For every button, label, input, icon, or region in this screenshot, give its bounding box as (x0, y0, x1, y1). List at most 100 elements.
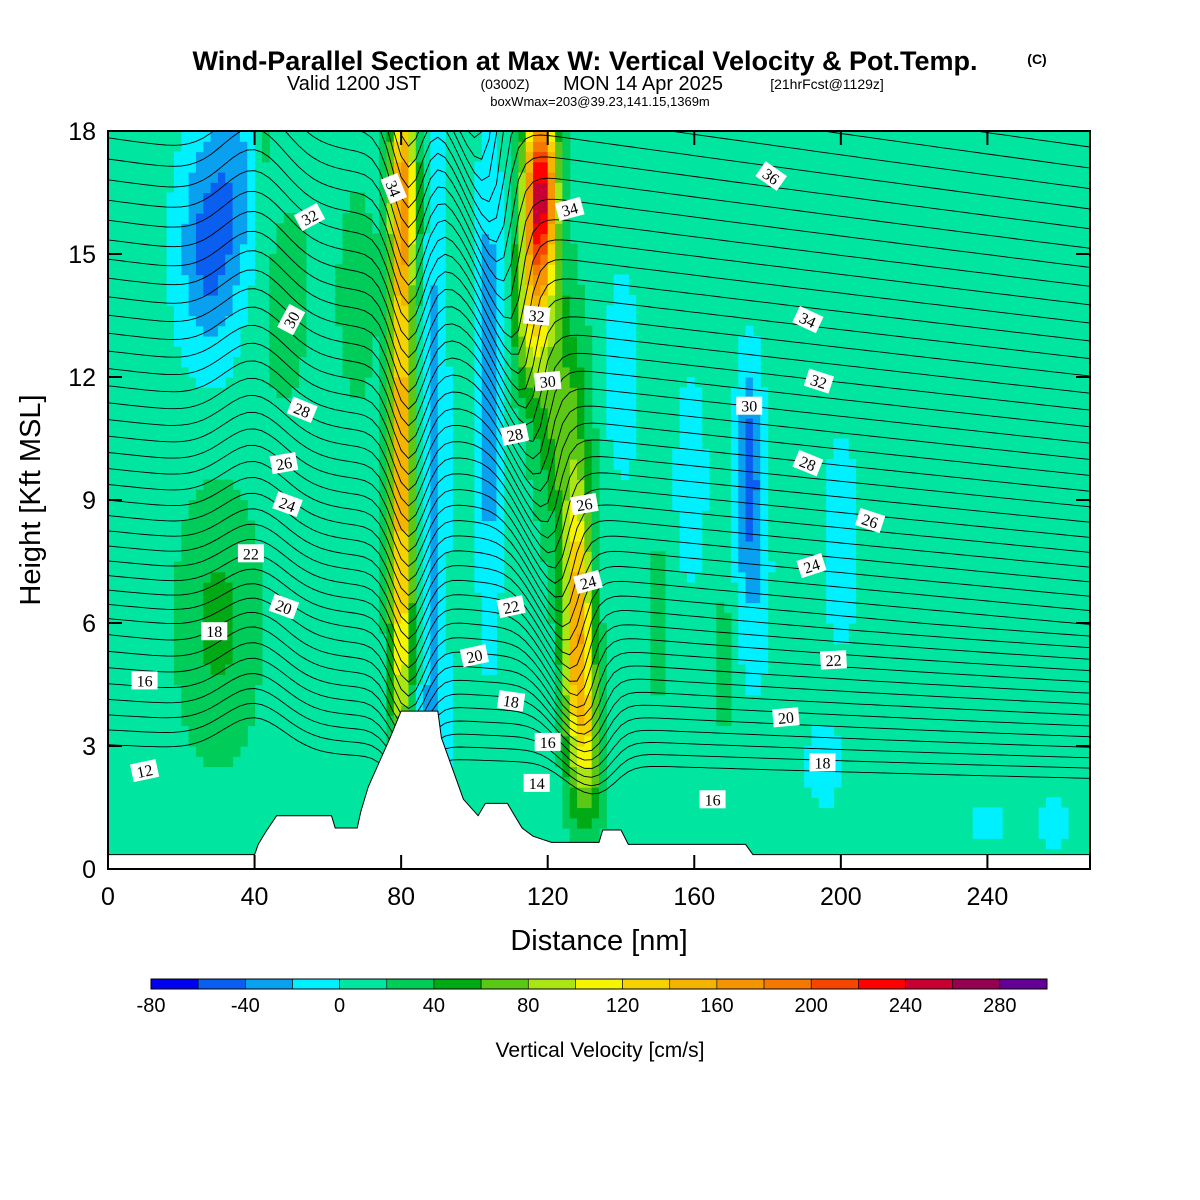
velocity-cell (386, 305, 395, 317)
velocity-cell (430, 161, 446, 173)
velocity-cell (591, 633, 600, 645)
velocity-cell (569, 643, 585, 655)
velocity-cell (423, 653, 432, 665)
velocity-cell (474, 346, 483, 358)
velocity-cell (716, 694, 732, 706)
velocity-cell (760, 438, 769, 450)
velocity-cell (181, 233, 197, 245)
velocity-cell (562, 274, 578, 286)
velocity-cell (225, 571, 263, 583)
velocity-cell (826, 530, 857, 542)
velocity-cell (408, 674, 417, 686)
velocity-cell (518, 202, 527, 214)
isentrope-label-box (237, 544, 264, 563)
velocity-cell (393, 551, 410, 563)
velocity-cell (577, 817, 593, 829)
velocity-cell (613, 295, 637, 306)
velocity-cell (547, 182, 556, 194)
x-tick-label: 120 (527, 883, 569, 911)
velocity-cell (569, 295, 585, 306)
velocity-cell (569, 807, 600, 819)
isentrope-line (108, 288, 1090, 460)
isentrope-label-text: 36 (759, 166, 782, 189)
velocity-cell (569, 787, 578, 798)
velocity-cell (247, 202, 256, 214)
velocity-cell (173, 151, 197, 163)
velocity-cell (525, 131, 534, 142)
isentrope-label-box (272, 491, 303, 518)
velocity-cell (386, 479, 395, 491)
velocity-cell (599, 684, 607, 696)
velocity-cell (386, 315, 395, 327)
velocity-cell (430, 305, 439, 317)
velocity-cell (562, 664, 571, 675)
velocity-cell (562, 746, 571, 757)
velocity-cell (511, 387, 519, 399)
velocity-cell (547, 233, 556, 245)
velocity-cell (599, 735, 607, 747)
velocity-cell (738, 551, 761, 563)
velocity-cell (393, 233, 402, 245)
velocity-cell (481, 428, 498, 440)
velocity-cell (752, 530, 761, 542)
velocity-cell (972, 807, 1003, 819)
isentrope-label-box (496, 690, 526, 712)
velocity-cell (679, 428, 703, 440)
isentrope-line (108, 583, 1090, 717)
velocity-cell (247, 182, 256, 194)
velocity-cell (481, 510, 498, 522)
velocity-cell (408, 243, 417, 255)
velocity-cell (437, 664, 454, 675)
velocity-cell (474, 315, 483, 327)
velocity-cell (525, 325, 534, 337)
velocity-cell (591, 623, 600, 634)
velocity-cell (408, 131, 417, 142)
velocity-cell (386, 233, 395, 245)
velocity-cell (562, 735, 571, 747)
velocity-cell (173, 161, 197, 173)
velocity-cell (474, 284, 483, 296)
isentrope-label-text: 28 (291, 400, 312, 422)
velocity-cell (584, 664, 593, 675)
velocity-cell (342, 223, 373, 235)
velocity-cell (437, 582, 446, 593)
velocity-cell (569, 828, 600, 839)
velocity-cell (423, 500, 432, 511)
title-valid-date: MON 14 Apr 2025 (563, 73, 723, 95)
velocity-cell (423, 541, 432, 552)
velocity-cell (745, 520, 754, 532)
velocity-cell (386, 131, 395, 142)
velocity-cell (555, 756, 563, 768)
velocity-cell (430, 489, 439, 501)
velocity-cell (166, 264, 182, 276)
isentrope-line (108, 611, 1090, 735)
velocity-cell (496, 489, 505, 501)
velocity-cell (430, 192, 446, 204)
velocity-cell (518, 284, 527, 296)
velocity-cell (679, 541, 703, 552)
velocity-cell (511, 295, 519, 306)
velocity-cell (437, 551, 446, 563)
velocity-cell (496, 243, 505, 255)
velocity-cell (679, 397, 703, 409)
velocity-cell (716, 705, 732, 716)
velocity-cell (584, 459, 593, 470)
velocity-cell (437, 387, 454, 399)
velocity-cell (525, 202, 534, 214)
velocity-cell (591, 469, 600, 481)
velocity-cell (379, 151, 388, 163)
isentrope-label-text: 30 (281, 309, 304, 331)
velocity-cell (393, 346, 410, 358)
velocity-cell (533, 141, 549, 153)
velocity-cell (232, 643, 263, 655)
velocity-cell (562, 520, 571, 532)
velocity-cell (577, 766, 593, 778)
velocity-cell (393, 264, 410, 276)
velocity-cell (393, 223, 402, 235)
velocity-cell (562, 817, 578, 829)
isentrope-label-box (459, 644, 489, 668)
velocity-cell (738, 356, 761, 368)
velocity-cell (481, 418, 498, 429)
velocity-cell (379, 141, 388, 153)
velocity-cell (188, 735, 248, 747)
